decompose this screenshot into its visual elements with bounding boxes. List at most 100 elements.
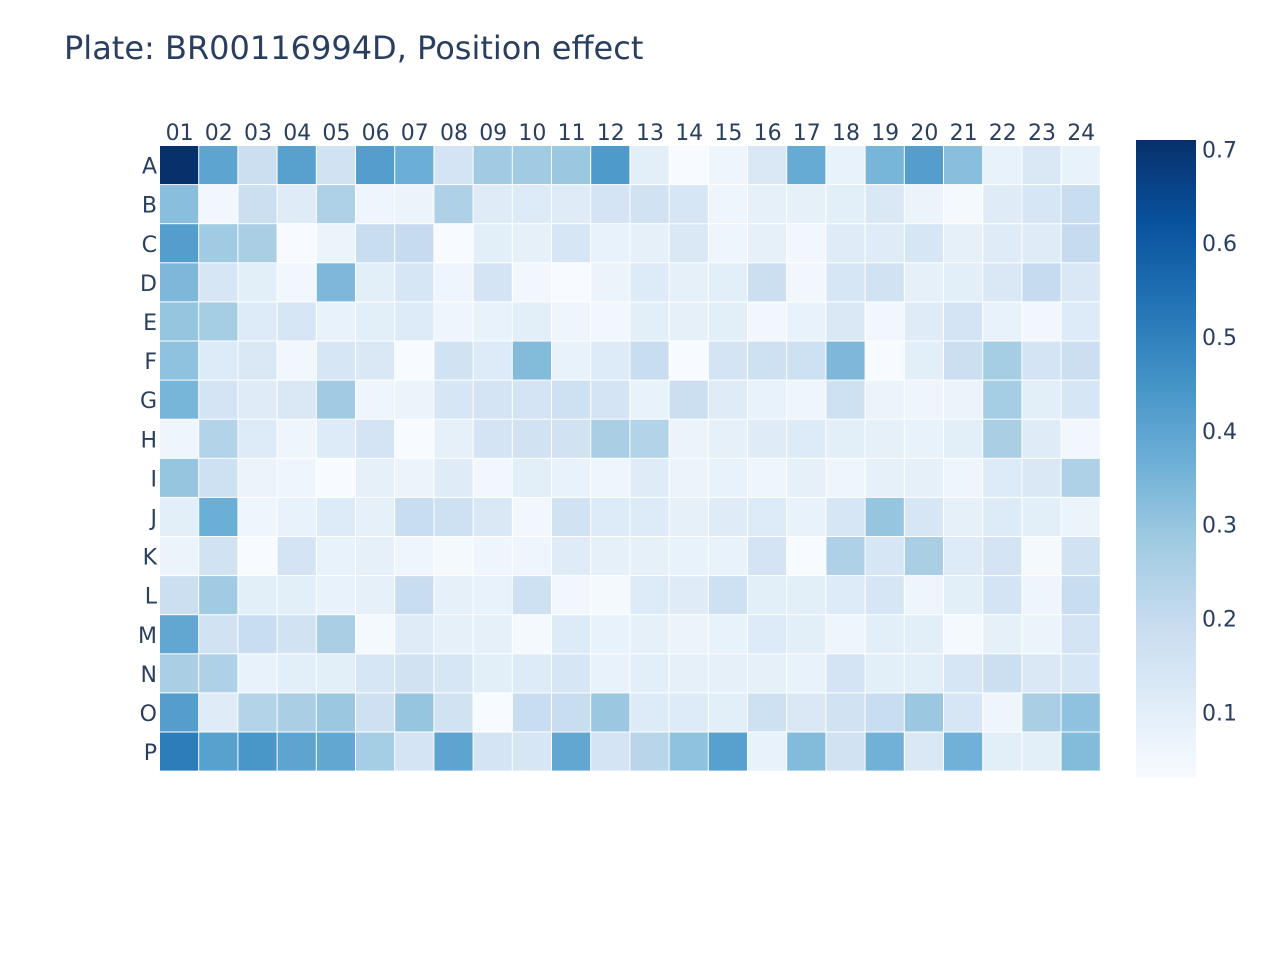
- heatmap-cell: [277, 263, 316, 302]
- x-tick-label: 19: [871, 121, 899, 146]
- heatmap-cell: [199, 537, 238, 576]
- heatmap-cell: [708, 576, 747, 615]
- heatmap-cell: [552, 458, 591, 497]
- heatmap-cell: [277, 458, 316, 497]
- heatmap-cell: [865, 732, 904, 771]
- heatmap-cell: [512, 146, 551, 185]
- heatmap-cell: [591, 615, 630, 654]
- heatmap-cell: [434, 419, 473, 458]
- heatmap-cell: [238, 302, 277, 341]
- heatmap-cell: [904, 458, 943, 497]
- heatmap-cell: [748, 693, 787, 732]
- x-tick-label: 21: [950, 121, 978, 146]
- colorbar-tick-label: 0.3: [1202, 514, 1237, 539]
- x-tick-label: 24: [1067, 121, 1095, 146]
- heatmap-cell: [512, 537, 551, 576]
- heatmap-cell: [1022, 185, 1061, 224]
- heatmap-cell: [944, 497, 983, 536]
- y-tick-label: E: [143, 311, 157, 336]
- y-tick-label: G: [140, 389, 157, 414]
- heatmap-cell: [160, 458, 199, 497]
- heatmap-cell: [316, 341, 355, 380]
- heatmap-cell: [591, 537, 630, 576]
- heatmap-cell: [1022, 615, 1061, 654]
- heatmap-cell: [316, 146, 355, 185]
- heatmap-cell: [787, 419, 826, 458]
- heatmap-cell: [1061, 380, 1100, 419]
- heatmap-cell: [160, 419, 199, 458]
- x-tick-label: 11: [558, 121, 586, 146]
- heatmap-cell: [473, 537, 512, 576]
- heatmap-cell: [277, 732, 316, 771]
- heatmap-cell: [238, 419, 277, 458]
- heatmap-cell: [473, 419, 512, 458]
- heatmap-cell: [591, 654, 630, 693]
- heatmap-cell: [434, 341, 473, 380]
- heatmap-cell: [669, 419, 708, 458]
- heatmap-cell: [826, 732, 865, 771]
- heatmap-cell: [865, 419, 904, 458]
- heatmap-cell: [160, 224, 199, 263]
- heatmap-cell: [199, 185, 238, 224]
- heatmap-cell: [1022, 419, 1061, 458]
- colorbar-tick-label: 0.4: [1202, 420, 1237, 445]
- heatmap-cell: [356, 497, 395, 536]
- heatmap-cell: [434, 576, 473, 615]
- heatmap-cell: [708, 302, 747, 341]
- heatmap-cell: [865, 693, 904, 732]
- heatmap-cell: [630, 458, 669, 497]
- heatmap-cell: [983, 693, 1022, 732]
- heatmap-cell: [316, 224, 355, 263]
- heatmap-cell: [983, 341, 1022, 380]
- heatmap-cell: [630, 302, 669, 341]
- heatmap-cell: [1061, 419, 1100, 458]
- heatmap-cell: [316, 263, 355, 302]
- y-tick-label: J: [149, 507, 158, 532]
- heatmap-cell: [473, 341, 512, 380]
- heatmap-cell: [904, 146, 943, 185]
- heatmap-cell: [904, 615, 943, 654]
- heatmap-cell: [1022, 224, 1061, 263]
- heatmap-cell: [395, 615, 434, 654]
- heatmap-cell: [630, 693, 669, 732]
- heatmap-cell: [944, 576, 983, 615]
- heatmap-cell: [395, 146, 434, 185]
- heatmap-cell: [944, 537, 983, 576]
- heatmap-cell: [160, 576, 199, 615]
- heatmap-cell: [356, 732, 395, 771]
- heatmap-cell: [395, 185, 434, 224]
- heatmap-cell: [277, 341, 316, 380]
- heatmap-cell: [865, 497, 904, 536]
- heatmap-cell: [983, 576, 1022, 615]
- x-tick-label: 23: [1028, 121, 1056, 146]
- heatmap-cell: [591, 185, 630, 224]
- heatmap-cell: [199, 263, 238, 302]
- heatmap-cell: [787, 693, 826, 732]
- heatmap-cell: [277, 654, 316, 693]
- x-tick-label: 22: [989, 121, 1017, 146]
- heatmap-cell: [238, 576, 277, 615]
- heatmap-cell: [591, 302, 630, 341]
- heatmap-cell: [983, 146, 1022, 185]
- heatmap-cell: [708, 185, 747, 224]
- heatmap-cell: [1061, 458, 1100, 497]
- x-tick-label: 10: [518, 121, 546, 146]
- heatmap-cell: [708, 224, 747, 263]
- heatmap-cell: [669, 263, 708, 302]
- heatmap-cell: [473, 693, 512, 732]
- heatmap-cell: [356, 576, 395, 615]
- heatmap-cell: [473, 458, 512, 497]
- heatmap-cell: [944, 224, 983, 263]
- heatmap-cell: [748, 497, 787, 536]
- heatmap-cell: [826, 263, 865, 302]
- heatmap-cell: [826, 302, 865, 341]
- heatmap-cell: [904, 537, 943, 576]
- heatmap-cell: [434, 302, 473, 341]
- heatmap-cell: [630, 732, 669, 771]
- heatmap-cell: [865, 537, 904, 576]
- heatmap-cell: [1022, 263, 1061, 302]
- heatmap-cell: [356, 654, 395, 693]
- heatmap-cell: [356, 185, 395, 224]
- heatmap-cell: [1022, 654, 1061, 693]
- heatmap-cell: [630, 185, 669, 224]
